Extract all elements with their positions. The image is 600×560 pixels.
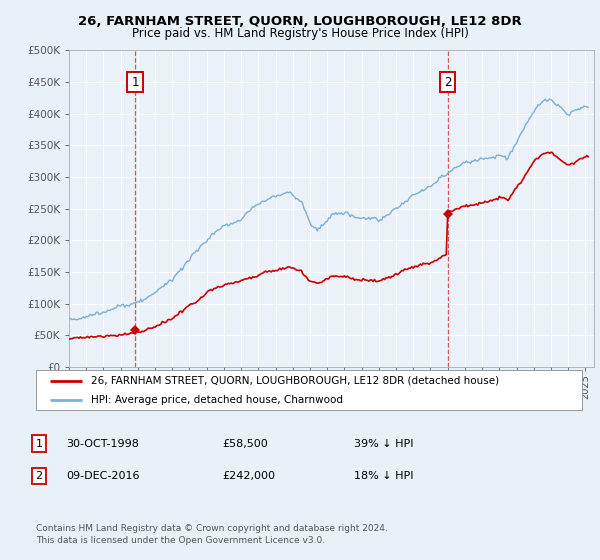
- Text: 26, FARNHAM STREET, QUORN, LOUGHBOROUGH, LE12 8DR: 26, FARNHAM STREET, QUORN, LOUGHBOROUGH,…: [78, 15, 522, 27]
- Text: £242,000: £242,000: [222, 471, 275, 481]
- Text: 1: 1: [35, 438, 43, 449]
- Text: 2: 2: [444, 76, 451, 88]
- Text: Contains HM Land Registry data © Crown copyright and database right 2024.
This d: Contains HM Land Registry data © Crown c…: [36, 524, 388, 545]
- Text: 09-DEC-2016: 09-DEC-2016: [66, 471, 139, 481]
- Text: 39% ↓ HPI: 39% ↓ HPI: [354, 438, 413, 449]
- Text: £58,500: £58,500: [222, 438, 268, 449]
- Text: 1: 1: [131, 76, 139, 88]
- Text: 30-OCT-1998: 30-OCT-1998: [66, 438, 139, 449]
- Text: 2: 2: [35, 471, 43, 481]
- Text: HPI: Average price, detached house, Charnwood: HPI: Average price, detached house, Char…: [91, 395, 343, 405]
- Text: 26, FARNHAM STREET, QUORN, LOUGHBOROUGH, LE12 8DR (detached house): 26, FARNHAM STREET, QUORN, LOUGHBOROUGH,…: [91, 376, 499, 386]
- Text: Price paid vs. HM Land Registry's House Price Index (HPI): Price paid vs. HM Land Registry's House …: [131, 27, 469, 40]
- Text: 18% ↓ HPI: 18% ↓ HPI: [354, 471, 413, 481]
